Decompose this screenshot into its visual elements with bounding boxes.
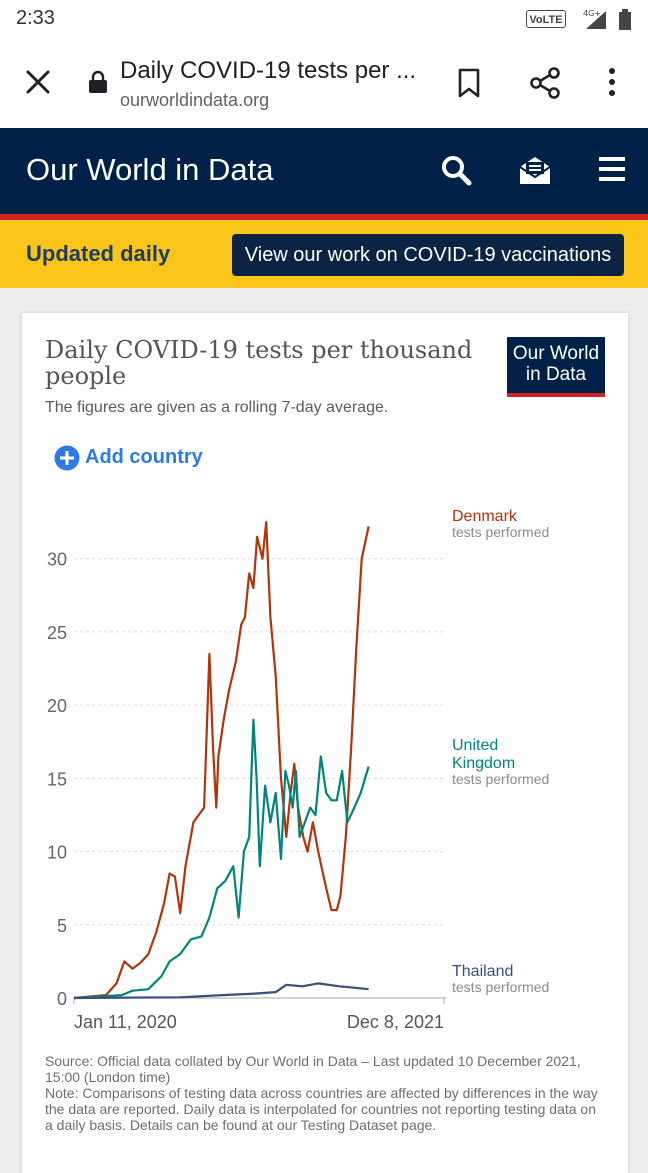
search-icon[interactable] <box>440 154 472 186</box>
chart-title: Daily COVID-19 tests per thousand people <box>45 336 473 390</box>
newsletter-icon[interactable] <box>518 154 552 186</box>
more-options-icon[interactable] <box>602 66 622 100</box>
volte-icon: VoLTE <box>526 10 566 28</box>
y-tick-label-25: 25 <box>47 623 67 643</box>
vaccinations-link-button[interactable]: View our work on COVID-19 vaccinations <box>232 234 624 276</box>
series-line-denmark <box>73 521 370 1000</box>
series-line-united-kingdom <box>73 718 370 1000</box>
status-bar: 2:33 VoLTE 4G+ <box>0 0 648 40</box>
chart-notes: Source: Official data collated by Our Wo… <box>45 1053 605 1133</box>
y-tick-label-5: 5 <box>57 916 67 936</box>
logo-line-1: Our World <box>512 343 600 364</box>
page-url[interactable]: ourworldindata.org <box>120 90 270 110</box>
y-tick-label-0: 0 <box>57 989 67 1009</box>
owid-logo[interactable]: Our World in Data <box>507 337 605 397</box>
bookmark-icon[interactable] <box>456 68 482 98</box>
add-country-label: Add country <box>85 446 203 468</box>
header-accent-line <box>0 214 648 220</box>
chart-subtitle: The figures are given as a rolling 7-day… <box>45 399 389 416</box>
legend-label-denmark: Denmark <box>452 508 518 525</box>
status-time: 2:33 <box>16 7 55 29</box>
share-icon[interactable] <box>528 66 562 100</box>
legend-label-united-kingdom-1: United <box>452 737 498 754</box>
battery-icon <box>619 9 631 30</box>
note-text: Note: Comparisons of testing data across… <box>45 1085 598 1133</box>
browser-toolbar: Daily COVID-19 tests per ... ourworldind… <box>0 40 648 129</box>
legend-sublabel-united-kingdom: tests performed <box>452 771 549 787</box>
y-tick-label-20: 20 <box>47 696 67 716</box>
plus-circle-icon <box>54 445 80 471</box>
x-tick-label-start: Jan 11, 2020 <box>74 1012 177 1032</box>
banner-updated-label: Updated daily <box>26 241 171 266</box>
lock-icon[interactable] <box>88 70 108 94</box>
menu-icon[interactable] <box>598 154 626 184</box>
signal-icon: 4G+ <box>583 9 606 29</box>
site-header: Our World in Data <box>0 128 648 214</box>
series-line-thailand <box>73 982 369 1000</box>
line-chart[interactable]: 0 5 10 15 20 25 30 Jan 11, 2020 Dec 8, 2021 Denma… <box>22 313 628 1053</box>
y-tick-label-30: 30 <box>47 550 67 570</box>
legend-label-thailand: Thailand <box>452 963 513 980</box>
legend-sublabel-denmark: tests performed <box>452 524 549 540</box>
source-text: Source: Official data collated by Our Wo… <box>45 1053 581 1085</box>
site-brand[interactable]: Our World in Data <box>26 152 274 187</box>
network-type: 4G+ <box>583 9 601 18</box>
logo-line-2: in Data <box>525 364 587 385</box>
close-icon[interactable] <box>22 66 54 98</box>
x-tick-label-end: Dec 8, 2021 <box>347 1012 444 1032</box>
updates-banner: Updated daily View our work on COVID-19 … <box>0 220 648 288</box>
legend-label-united-kingdom-2: Kingdom <box>452 755 515 772</box>
chart-card: Daily COVID-19 tests per thousand people… <box>22 313 628 1173</box>
legend-sublabel-thailand: tests performed <box>452 979 549 995</box>
y-tick-label-10: 10 <box>47 843 67 863</box>
y-tick-label-15: 15 <box>47 769 67 789</box>
page-title[interactable]: Daily COVID-19 tests per ... <box>120 57 417 84</box>
